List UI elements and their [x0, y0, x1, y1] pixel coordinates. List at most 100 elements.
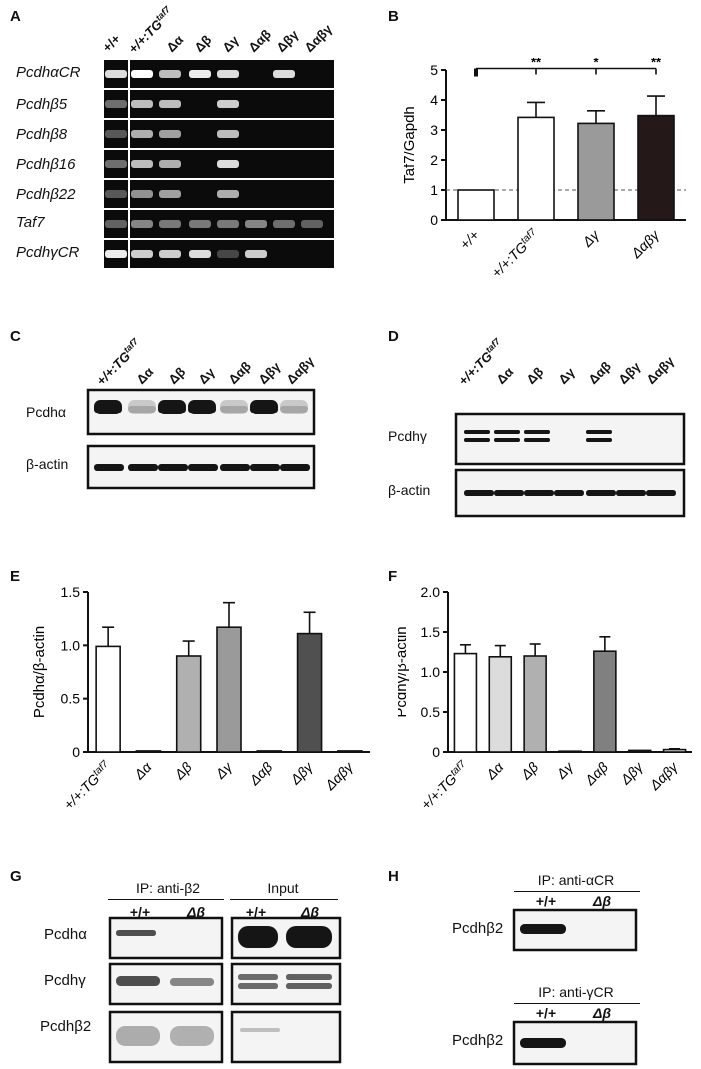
blot-h-row-label: Pcdhβ2	[452, 1032, 504, 1049]
blot-membrane	[108, 916, 224, 960]
gel-a-row-label: PcdhαCR	[16, 64, 81, 81]
y-tick-label: 1.0	[421, 664, 441, 680]
y-tick-label: 0	[432, 744, 440, 760]
gel-a-band	[131, 70, 153, 78]
gel-a-band	[131, 130, 153, 138]
bar	[296, 632, 323, 753]
blot-band	[554, 490, 584, 496]
bar	[593, 650, 617, 753]
bar	[175, 655, 202, 753]
gel-a-lane-label: Δγ	[219, 32, 242, 55]
blot-band	[238, 983, 278, 989]
significance-mark: *	[593, 58, 599, 70]
blot-band	[116, 976, 160, 986]
blot-band	[464, 430, 490, 434]
x-tick-label: Δαβ	[581, 759, 611, 789]
y-tick-label: 2.0	[421, 584, 441, 600]
gel-a-band	[189, 70, 211, 78]
x-tick-label: Δαβγ	[321, 758, 357, 794]
blot-band	[250, 464, 280, 471]
gel-a-row-label: Pcdhβ8	[16, 126, 68, 143]
panel-letter-b: B	[388, 8, 399, 25]
blot-membrane	[108, 1010, 224, 1064]
blot-d-row-label: β-actin	[388, 482, 431, 498]
blot-band	[94, 464, 124, 471]
significance-mark: **	[531, 58, 542, 70]
blot-band	[250, 406, 278, 413]
blot-band	[188, 464, 218, 471]
chart-f: 0 0.5 1.0 1.5 2.0 Pcdhγ/β-actin +/+:TGtaf7 Δα Δβ…	[398, 584, 692, 813]
gel-a-band	[159, 190, 181, 198]
gel-a-band	[105, 100, 127, 108]
gel-a-lane-label: Δαβγ	[301, 21, 335, 55]
x-tick-label: Δβγ	[617, 758, 647, 788]
gel-a-band	[217, 250, 239, 258]
gel-a-band	[189, 220, 211, 228]
blot-band	[238, 926, 278, 948]
y-tick-label: 2	[430, 152, 438, 168]
blot-h-lane-label: Δβ	[592, 893, 612, 909]
gel-a-band	[131, 100, 153, 108]
blot-band	[524, 438, 550, 442]
x-tick-label: +/+	[456, 227, 482, 253]
blot-band	[464, 438, 490, 442]
gel-a-image	[104, 60, 334, 268]
blot-band	[646, 490, 676, 496]
y-tick-label: 3	[430, 122, 438, 138]
x-tick-label: Δγ	[578, 226, 602, 250]
blot-band	[220, 464, 250, 471]
panel-letter-a: A	[10, 8, 21, 25]
panel-letter-d: D	[388, 328, 399, 345]
blot-g-input-underline	[230, 899, 338, 900]
panel-letter-g: G	[10, 868, 22, 885]
blot-d-lane-label: Δβγ	[615, 359, 644, 387]
blot-h-ip-alpha-underline	[514, 891, 640, 892]
blot-g-lane-label: Δβ	[300, 904, 320, 920]
x-tick-label: +/+:TGtaf7	[488, 227, 542, 281]
blot-h-lane-label: Δβ	[592, 1005, 612, 1021]
blot-band	[520, 1038, 566, 1048]
bar	[453, 652, 478, 753]
gel-a-band	[217, 190, 239, 198]
blot-membrane	[512, 908, 638, 952]
blot-band	[188, 406, 216, 413]
gel-a-band	[131, 220, 153, 228]
gel-a-band	[245, 220, 267, 228]
gel-a-band	[105, 190, 127, 198]
bar	[95, 645, 121, 753]
bar	[135, 750, 162, 753]
blot-g-ip-underline	[108, 899, 224, 900]
blot-band	[128, 400, 156, 414]
blot-c-row-label: β-actin	[26, 456, 69, 472]
y-tick-label: 0	[430, 212, 438, 228]
gel-a-lane-label: Δα	[163, 32, 187, 55]
blot-h-row-label: Pcdhβ2	[452, 920, 504, 937]
bar	[662, 748, 687, 753]
blot-h-image	[512, 908, 638, 1066]
gel-a-band	[159, 130, 181, 138]
gel-a-band	[105, 160, 127, 168]
gel-a-row-label: Pcdhβ5	[16, 96, 68, 113]
blot-band	[586, 490, 616, 496]
gel-a-row-label: Taf7	[16, 214, 45, 231]
blot-g-lane-label: +/+	[245, 904, 267, 920]
blot-membrane	[230, 1010, 342, 1064]
gel-a-band	[159, 220, 181, 228]
panel-letter-h: H	[388, 868, 399, 885]
bar	[457, 189, 495, 221]
gel-a-band	[217, 220, 239, 228]
bar	[488, 656, 513, 753]
gel-a-band	[217, 100, 239, 108]
significance-mark: **	[651, 58, 662, 70]
bar	[256, 750, 283, 753]
x-tick-label: Δαβγ	[627, 226, 663, 262]
x-tick-label: Δα	[130, 758, 155, 783]
blot-band	[280, 406, 308, 413]
blot-d-lane-label: Δαβγ	[643, 353, 677, 387]
gel-a-band	[159, 70, 181, 78]
bar	[637, 114, 675, 221]
gel-a-band	[131, 250, 153, 258]
blot-band	[128, 464, 158, 471]
gel-a-band	[273, 220, 295, 228]
